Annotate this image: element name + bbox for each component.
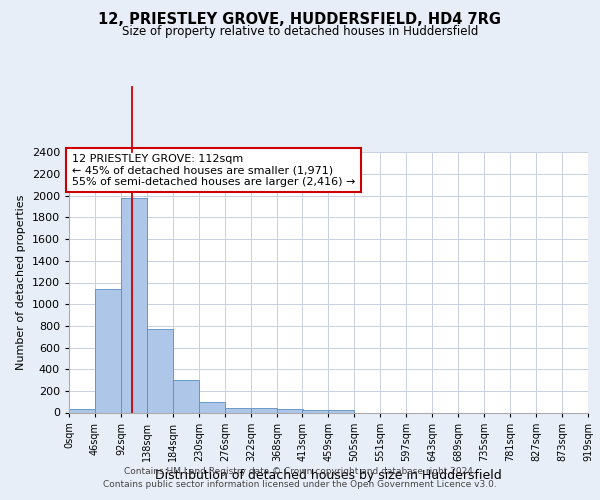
Text: Contains public sector information licensed under the Open Government Licence v3: Contains public sector information licen… [103, 480, 497, 489]
Bar [199, 402, 225, 412]
Bar [225, 408, 251, 412]
Bar [121, 198, 147, 412]
Bar [302, 410, 328, 412]
Bar [69, 408, 95, 412]
Y-axis label: Number of detached properties: Number of detached properties [16, 195, 26, 370]
Text: 12 PRIESTLEY GROVE: 112sqm
← 45% of detached houses are smaller (1,971)
55% of s: 12 PRIESTLEY GROVE: 112sqm ← 45% of deta… [72, 154, 355, 187]
Text: Contains HM Land Registry data © Crown copyright and database right 2024.: Contains HM Land Registry data © Crown c… [124, 467, 476, 476]
Text: Size of property relative to detached houses in Huddersfield: Size of property relative to detached ho… [122, 25, 478, 38]
Bar [251, 408, 277, 412]
Bar [277, 408, 303, 412]
X-axis label: Distribution of detached houses by size in Huddersfield: Distribution of detached houses by size … [155, 469, 502, 482]
Text: 12, PRIESTLEY GROVE, HUDDERSFIELD, HD4 7RG: 12, PRIESTLEY GROVE, HUDDERSFIELD, HD4 7… [98, 12, 502, 28]
Bar [147, 328, 173, 412]
Bar [95, 289, 121, 412]
Bar [328, 410, 354, 412]
Bar [173, 380, 199, 412]
